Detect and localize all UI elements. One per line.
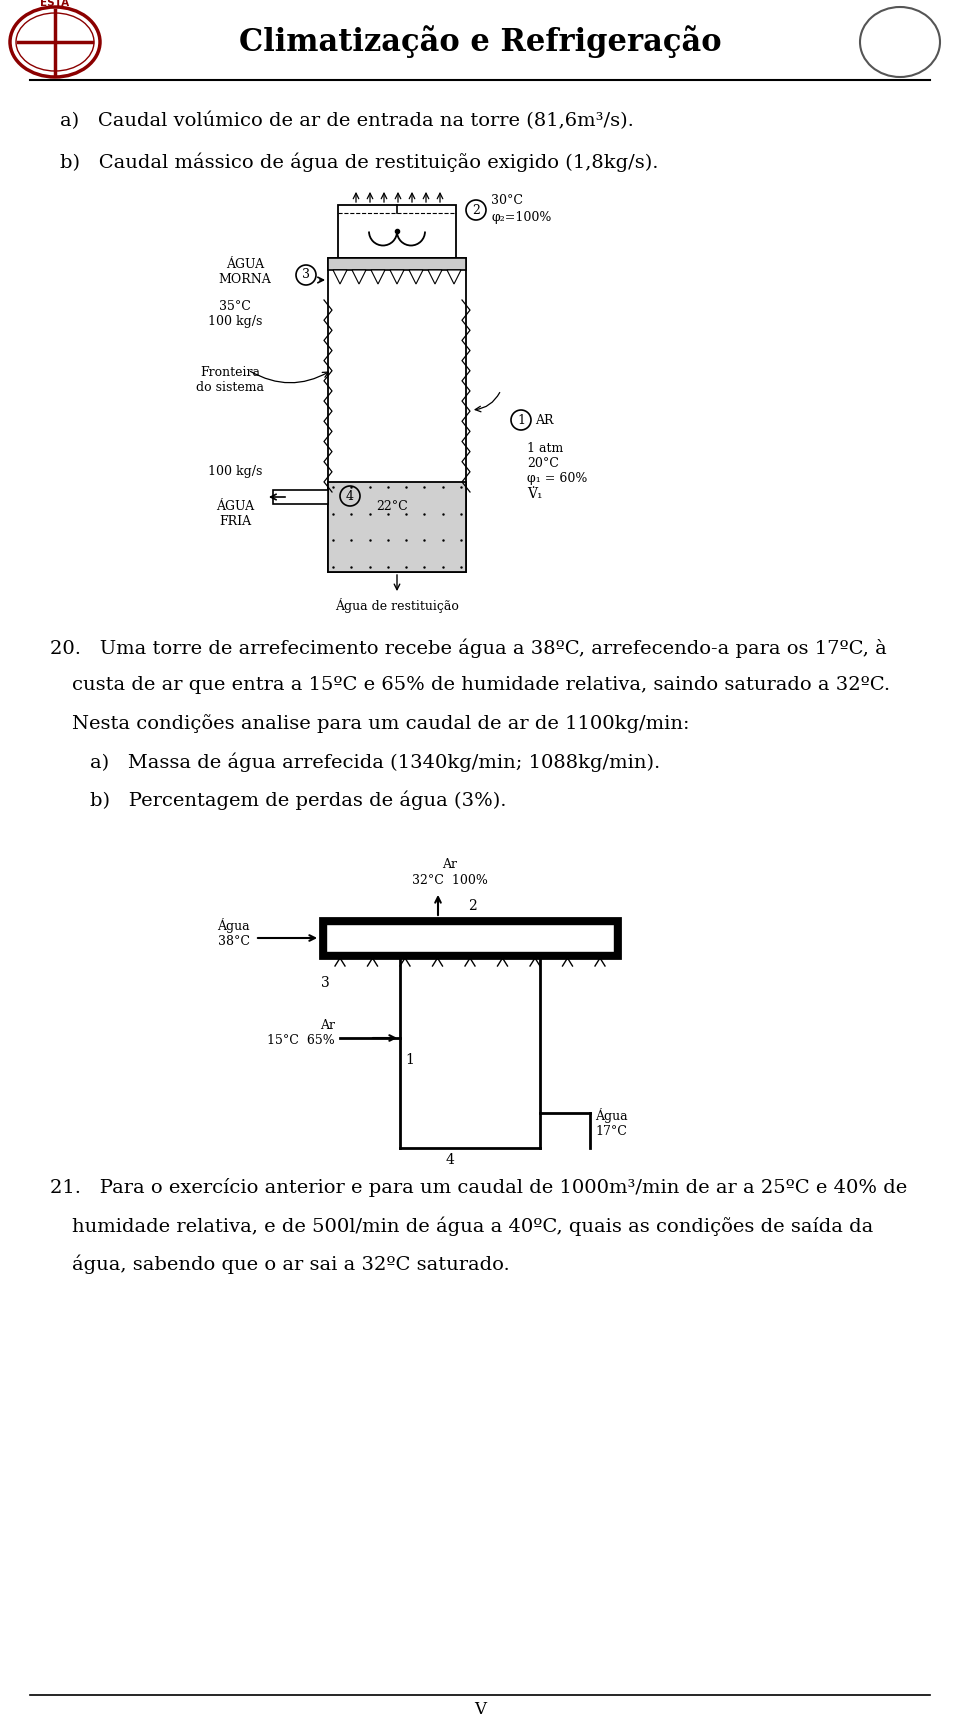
Polygon shape (390, 270, 404, 284)
Text: humidade relativa, e de 500l/min de água a 40ºC, quais as condições de saída da: humidade relativa, e de 500l/min de água… (72, 1215, 874, 1236)
Text: V: V (474, 1702, 486, 1719)
Text: Climatização e Refrigeração: Climatização e Refrigeração (239, 26, 721, 58)
Text: 32°C  100%: 32°C 100% (412, 873, 488, 887)
Text: 3: 3 (302, 268, 310, 282)
Text: ÁGUA
FRIA: ÁGUA FRIA (216, 500, 254, 528)
Polygon shape (371, 270, 385, 284)
Text: Ar: Ar (443, 858, 458, 872)
Text: 30°C: 30°C (491, 194, 523, 206)
Text: 2: 2 (472, 203, 480, 217)
Bar (328, 258, 466, 572)
Text: φ₂=100%: φ₂=100% (491, 211, 551, 225)
Bar (328, 258, 466, 270)
Text: V̇₁: V̇₁ (527, 486, 542, 500)
Polygon shape (333, 270, 347, 284)
Text: a)   Massa de água arrefecida (1340kg/min; 1088kg/min).: a) Massa de água arrefecida (1340kg/min;… (90, 751, 660, 772)
Text: Nesta condições analise para um caudal de ar de 1100kg/min:: Nesta condições analise para um caudal d… (72, 713, 689, 732)
Text: 1: 1 (517, 414, 525, 426)
Bar (338, 205, 456, 258)
Polygon shape (428, 270, 442, 284)
Polygon shape (447, 270, 461, 284)
Text: custa de ar que entra a 15ºC e 65% de humidade relativa, saindo saturado a 32ºC.: custa de ar que entra a 15ºC e 65% de hu… (72, 676, 890, 694)
Polygon shape (409, 270, 423, 284)
Bar (328, 481, 466, 572)
Text: água, sabendo que o ar sai a 32ºC saturado.: água, sabendo que o ar sai a 32ºC satura… (72, 1253, 510, 1274)
Bar (320, 918, 620, 957)
Text: ÁGUA
MORNA: ÁGUA MORNA (219, 258, 272, 285)
Text: 22°C: 22°C (376, 500, 408, 512)
Text: AR: AR (535, 414, 554, 426)
Text: Fronteira
do sistema: Fronteira do sistema (196, 366, 264, 394)
Text: 4: 4 (346, 490, 354, 502)
Text: 100 kg/s: 100 kg/s (207, 466, 262, 478)
Text: 1 atm: 1 atm (527, 442, 564, 456)
Text: b)   Caudal mássico de água de restituição exigido (1,8kg/s).: b) Caudal mássico de água de restituição… (60, 151, 659, 172)
Text: a)   Caudal volúmico de ar de entrada na torre (81,6m³/s).: a) Caudal volúmico de ar de entrada na t… (60, 112, 634, 131)
Text: 2: 2 (468, 899, 477, 913)
Text: 1: 1 (405, 1054, 415, 1067)
Text: 20°C: 20°C (527, 457, 559, 469)
Text: 4: 4 (445, 1153, 454, 1167)
Text: 35°C: 35°C (219, 301, 251, 313)
Text: 3: 3 (321, 976, 329, 990)
Text: b)   Percentagem de perdas de água (3%).: b) Percentagem de perdas de água (3%). (90, 791, 507, 810)
Text: 20.   Uma torre de arrefecimento recebe água a 38ºC, arrefecendo-a para os 17ºC,: 20. Uma torre de arrefecimento recebe ág… (50, 638, 887, 657)
Text: 100 kg/s: 100 kg/s (207, 315, 262, 328)
Polygon shape (352, 270, 366, 284)
Text: φ₁ = 60%: φ₁ = 60% (527, 473, 588, 485)
Bar (326, 925, 614, 952)
Text: ESTA: ESTA (40, 0, 69, 9)
Text: 21.   Para o exercício anterior e para um caudal de 1000m³/min de ar a 25ºC e 40: 21. Para o exercício anterior e para um … (50, 1178, 907, 1196)
Text: Ar
15°C  65%: Ar 15°C 65% (267, 1019, 335, 1047)
Text: Água
38°C: Água 38°C (217, 918, 250, 947)
Bar (273, 490, 328, 504)
Text: Água de restituição: Água de restituição (335, 598, 459, 614)
Text: Água
17°C: Água 17°C (595, 1109, 628, 1138)
